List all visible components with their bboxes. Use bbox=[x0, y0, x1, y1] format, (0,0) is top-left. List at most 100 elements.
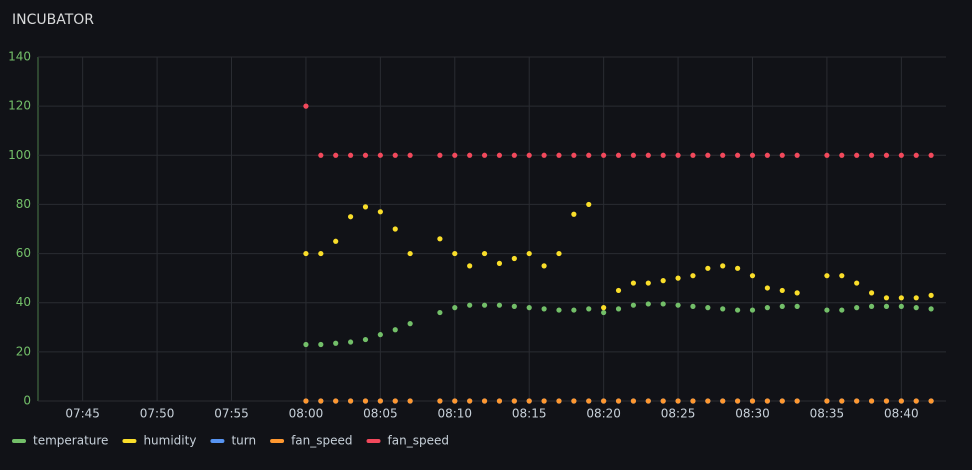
legend-label: fan_speed bbox=[388, 434, 449, 448]
data-point bbox=[675, 398, 681, 404]
data-point bbox=[347, 152, 354, 158]
y-tick-label: 140 bbox=[8, 50, 31, 64]
data-point bbox=[556, 307, 562, 313]
data-point bbox=[467, 263, 473, 269]
x-tick-label: 07:55 bbox=[214, 407, 249, 421]
x-tick-label: 07:50 bbox=[140, 407, 175, 421]
data-point bbox=[615, 306, 622, 312]
y-tick-label: 100 bbox=[8, 148, 31, 162]
data-point bbox=[645, 152, 651, 158]
data-point bbox=[303, 398, 309, 404]
data-point bbox=[615, 152, 622, 158]
data-point bbox=[898, 295, 904, 301]
data-point bbox=[303, 103, 309, 109]
data-point bbox=[452, 250, 458, 257]
data-point bbox=[705, 305, 711, 311]
data-point bbox=[779, 152, 785, 158]
y-tick-label: 0 bbox=[23, 394, 31, 408]
data-point bbox=[481, 250, 488, 257]
data-point bbox=[868, 290, 875, 296]
data-point bbox=[883, 295, 890, 301]
data-point bbox=[318, 152, 324, 158]
x-tick-label: 08:15 bbox=[512, 407, 547, 421]
data-point bbox=[883, 152, 890, 158]
data-point bbox=[630, 398, 637, 404]
data-point bbox=[645, 301, 651, 307]
data-point bbox=[318, 341, 324, 348]
data-point bbox=[377, 152, 383, 158]
data-point bbox=[496, 260, 503, 266]
y-tick-label: 120 bbox=[8, 99, 31, 113]
data-point bbox=[541, 398, 547, 404]
y-tick-label: 80 bbox=[16, 197, 31, 211]
data-point bbox=[526, 152, 532, 158]
data-point bbox=[794, 152, 800, 158]
data-point bbox=[883, 398, 890, 404]
data-point bbox=[794, 303, 800, 309]
x-tick-label: 08:40 bbox=[884, 407, 919, 421]
data-point bbox=[675, 275, 681, 281]
data-point bbox=[362, 204, 369, 210]
data-point bbox=[541, 152, 547, 158]
data-point bbox=[839, 273, 845, 279]
data-point bbox=[898, 303, 904, 309]
data-point bbox=[868, 398, 875, 404]
data-point bbox=[377, 332, 383, 338]
data-point bbox=[303, 341, 309, 348]
data-point bbox=[749, 307, 756, 313]
data-point bbox=[601, 305, 607, 311]
data-point bbox=[571, 211, 577, 217]
legend-swatch bbox=[366, 439, 381, 443]
data-point bbox=[735, 152, 741, 158]
data-point bbox=[452, 152, 458, 158]
data-point bbox=[571, 398, 577, 404]
legend-label: temperature bbox=[33, 434, 108, 448]
data-point bbox=[541, 263, 547, 269]
data-point bbox=[318, 398, 324, 404]
data-point bbox=[511, 398, 517, 404]
data-point bbox=[630, 280, 637, 286]
data-point bbox=[749, 273, 756, 279]
data-point bbox=[824, 398, 830, 404]
x-tick-label: 08:30 bbox=[735, 407, 770, 421]
data-point bbox=[392, 327, 398, 333]
data-point bbox=[675, 302, 681, 308]
data-point bbox=[526, 250, 532, 257]
data-point bbox=[333, 238, 339, 244]
x-tick-label: 08:25 bbox=[661, 407, 696, 421]
data-point bbox=[467, 302, 473, 308]
data-point bbox=[362, 152, 369, 158]
data-point bbox=[586, 398, 592, 404]
data-point bbox=[586, 201, 592, 208]
data-point bbox=[854, 280, 860, 286]
data-point bbox=[511, 303, 517, 309]
data-point bbox=[615, 287, 622, 294]
data-point bbox=[333, 152, 339, 158]
data-point bbox=[586, 152, 592, 158]
data-point bbox=[481, 398, 488, 404]
data-point bbox=[347, 398, 354, 404]
data-point bbox=[571, 307, 577, 313]
legend-label: humidity bbox=[143, 434, 196, 448]
data-point bbox=[735, 398, 741, 404]
data-point bbox=[556, 398, 562, 404]
data-point bbox=[496, 398, 503, 404]
data-point bbox=[749, 152, 756, 158]
data-point bbox=[377, 209, 383, 215]
data-point bbox=[437, 236, 443, 242]
data-point bbox=[720, 306, 726, 312]
data-point bbox=[556, 250, 562, 257]
x-tick-label: 08:00 bbox=[289, 407, 324, 421]
data-point bbox=[839, 307, 845, 313]
data-point bbox=[615, 398, 622, 404]
data-point bbox=[407, 398, 413, 404]
x-tick-label: 07:45 bbox=[65, 407, 100, 421]
data-point bbox=[913, 152, 919, 158]
data-point bbox=[794, 398, 800, 404]
data-point bbox=[541, 306, 547, 312]
data-point bbox=[735, 307, 741, 313]
data-point bbox=[660, 278, 666, 284]
data-point bbox=[333, 398, 339, 404]
data-point bbox=[496, 152, 503, 158]
